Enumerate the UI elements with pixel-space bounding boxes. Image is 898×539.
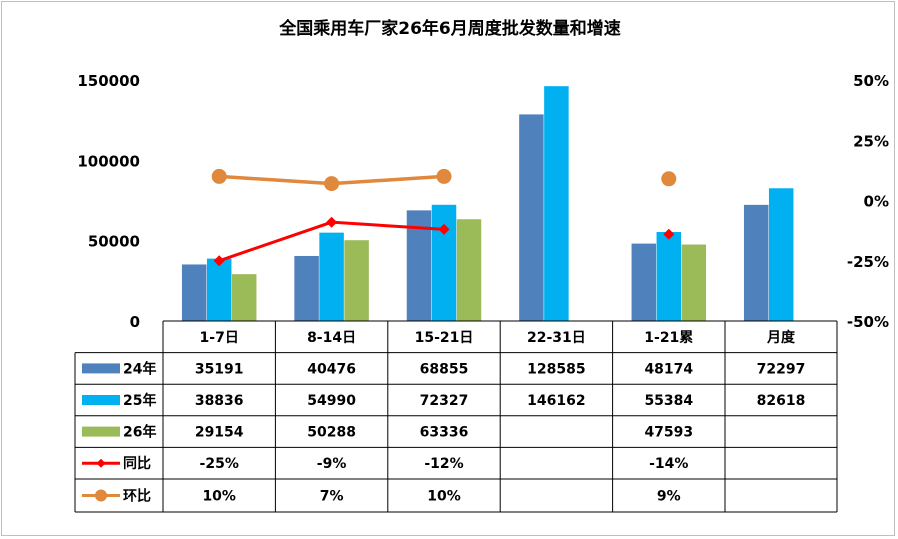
bar-24年-月度 — [743, 204, 769, 321]
right-axis-tick-0%: 0% — [864, 193, 889, 211]
bar-26年-15-21日 — [456, 219, 482, 321]
bar-26年-8-14日 — [344, 240, 369, 321]
left-axis: 0 50000 100000 150000 — [77, 72, 140, 331]
bar-25年-22-31日 — [544, 86, 569, 322]
table-cell: 35191 — [195, 361, 244, 377]
table-cell: 7% — [320, 489, 344, 505]
legend-marker-同比 — [96, 458, 106, 468]
table-cell: 10% — [427, 489, 461, 505]
marker-环比-1-21累 — [661, 171, 677, 187]
marker-环比-8-14日 — [324, 176, 340, 192]
table-cell: 29154 — [195, 425, 244, 441]
bar-24年-1-7日 — [181, 264, 207, 321]
table-cell: 10% — [202, 489, 236, 505]
category-label: 15-21日 — [415, 330, 474, 346]
left-axis-tick-0: 0 — [130, 313, 140, 331]
table-cell: 50288 — [307, 425, 356, 441]
marker-同比-1-21累 — [663, 228, 675, 240]
legend-key-26年 — [82, 426, 120, 437]
bar-25年-15-21日 — [431, 204, 457, 321]
marker-同比-1-7日 — [213, 255, 225, 267]
legend-label-26年: 26年 — [123, 424, 156, 441]
bar-layer — [181, 86, 794, 322]
bar-24年-8-14日 — [294, 255, 319, 321]
table-cell: 47593 — [644, 425, 693, 441]
bar-24年-1-21累 — [631, 243, 657, 321]
table-cell: -12% — [424, 456, 463, 472]
category-label: 月度 — [766, 329, 796, 346]
table-cell: 48174 — [644, 361, 693, 377]
left-axis-tick-150000: 150000 — [77, 72, 140, 90]
table-cell: 38836 — [195, 393, 244, 409]
table-cell: 54990 — [307, 393, 356, 409]
chart-title: 全国乘用车厂家26年6月周度批发数量和增速 — [278, 18, 621, 39]
left-axis-tick-50000: 50000 — [88, 233, 140, 251]
legend-label-24年: 24年 — [123, 360, 156, 377]
table-cell: 72327 — [420, 393, 469, 409]
legend-label-同比: 同比 — [123, 455, 151, 472]
marker-同比-15-21日 — [438, 223, 450, 235]
table-cell: 146162 — [527, 393, 585, 409]
bar-25年-1-7日 — [206, 258, 232, 321]
table-cell: 55384 — [644, 393, 693, 409]
table-cell: 68855 — [420, 361, 469, 377]
legend-marker-环比 — [95, 489, 107, 502]
legend-key-24年 — [82, 363, 120, 374]
marker-环比-15-21日 — [436, 168, 452, 184]
table-cell: 82618 — [757, 393, 806, 409]
category-label: 22-31日 — [527, 330, 586, 346]
left-axis-tick-100000: 100000 — [77, 152, 140, 170]
bar-24年-22-31日 — [519, 114, 544, 321]
table-cell: 63336 — [420, 425, 469, 441]
right-axis-tick--25%: -25% — [847, 253, 889, 271]
table-cell: 9% — [657, 489, 681, 505]
line-layer — [211, 168, 677, 267]
table-cell: -9% — [317, 456, 347, 472]
right-axis-tick-25%: 25% — [853, 132, 889, 150]
bar-26年-1-7日 — [231, 274, 257, 321]
right-axis-tick--50%: -50% — [847, 313, 889, 331]
category-label: 1-7日 — [200, 330, 239, 346]
table-cell: 72297 — [757, 361, 806, 377]
bar-25年-月度 — [768, 188, 794, 321]
table-cell: -14% — [649, 456, 688, 472]
right-axis-tick-50%: 50% — [853, 72, 889, 90]
legend-key-25年 — [82, 395, 120, 405]
marker-环比-1-7日 — [211, 168, 227, 184]
legend-label-环比: 环比 — [123, 488, 151, 505]
legend-label-25年: 25年 — [123, 392, 156, 409]
data-table: 1-7日 8-14日 15-21日 22-31日 1-21累 月度 24年 35191 4047… — [74, 320, 838, 513]
right-axis: -50% -25% 0% 25% 50% — [847, 72, 889, 331]
category-label: 8-14日 — [307, 330, 356, 346]
table-cell: -25% — [200, 456, 239, 472]
category-label: 1-21累 — [644, 330, 693, 346]
bar-25年-1-21累 — [656, 232, 682, 321]
table-cell: 128585 — [527, 361, 585, 377]
bar-25年-8-14日 — [319, 232, 344, 321]
marker-同比-8-14日 — [326, 216, 338, 228]
bar-26年-1-21累 — [681, 244, 707, 321]
table-cell: 40476 — [307, 361, 356, 377]
